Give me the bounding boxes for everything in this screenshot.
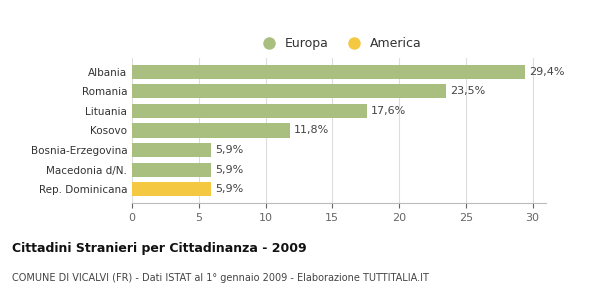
Text: 29,4%: 29,4% bbox=[529, 67, 564, 77]
Text: 23,5%: 23,5% bbox=[450, 86, 485, 96]
Text: 5,9%: 5,9% bbox=[215, 165, 243, 175]
Bar bbox=[132, 104, 367, 118]
Legend: Europa, America: Europa, America bbox=[251, 32, 427, 55]
Text: 5,9%: 5,9% bbox=[215, 145, 243, 155]
Bar bbox=[132, 182, 211, 196]
Text: 17,6%: 17,6% bbox=[371, 106, 406, 116]
Bar bbox=[132, 143, 211, 157]
Bar bbox=[132, 124, 290, 137]
Bar bbox=[132, 84, 446, 98]
Text: 5,9%: 5,9% bbox=[215, 184, 243, 194]
Text: Cittadini Stranieri per Cittadinanza - 2009: Cittadini Stranieri per Cittadinanza - 2… bbox=[12, 242, 307, 255]
Text: COMUNE DI VICALVI (FR) - Dati ISTAT al 1° gennaio 2009 - Elaborazione TUTTITALIA: COMUNE DI VICALVI (FR) - Dati ISTAT al 1… bbox=[12, 273, 429, 283]
Bar bbox=[132, 163, 211, 177]
Text: 11,8%: 11,8% bbox=[293, 126, 329, 135]
Bar bbox=[132, 65, 524, 79]
